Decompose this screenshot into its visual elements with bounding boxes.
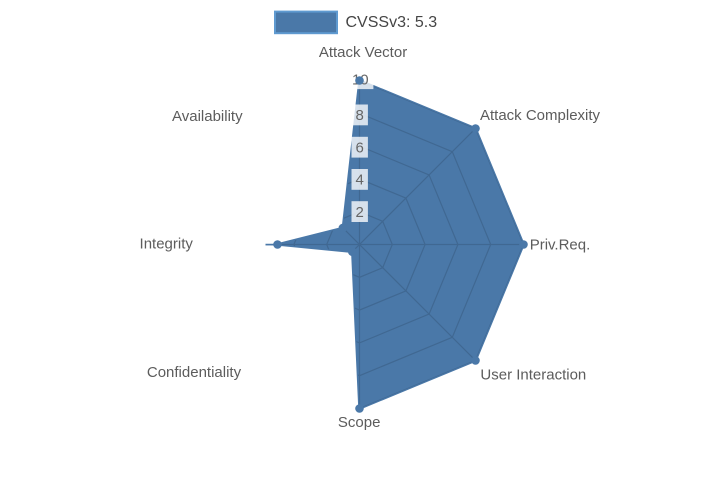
svg-text:Attack Vector: Attack Vector [319,44,407,61]
svg-text:4: 4 [356,172,364,189]
svg-text:Confidentiality: Confidentiality [147,364,242,381]
svg-text:2: 2 [356,204,364,221]
svg-text:CVSSv3: 5.3: CVSSv3: 5.3 [346,14,438,31]
svg-text:Priv.Req.: Priv.Req. [530,237,591,254]
svg-text:6: 6 [356,140,364,157]
svg-text:User Interaction: User Interaction [480,367,586,384]
svg-text:8: 8 [356,107,364,124]
svg-text:Attack Complexity: Attack Complexity [480,107,601,124]
svg-text:Scope: Scope [338,414,381,431]
svg-text:Integrity: Integrity [140,236,194,253]
svg-text:Availability: Availability [172,108,243,125]
